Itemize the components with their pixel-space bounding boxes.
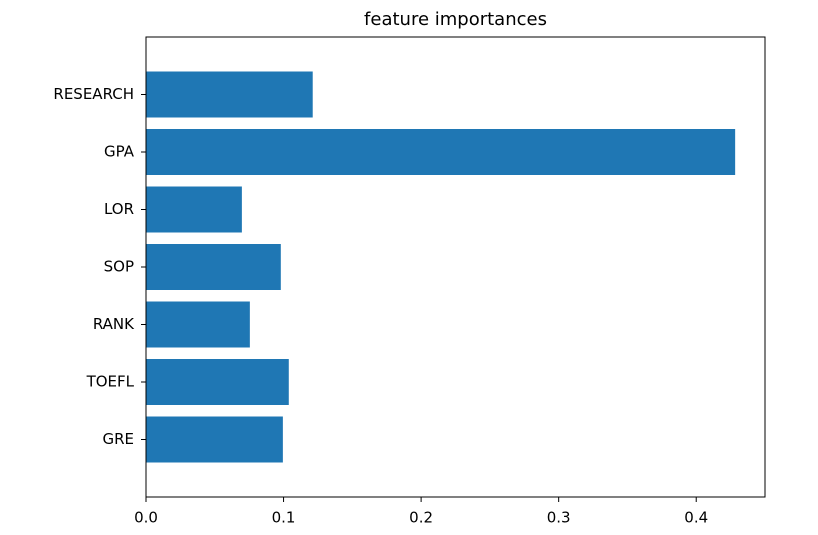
bar	[146, 359, 289, 405]
y-tick-label: RANK	[93, 315, 135, 333]
x-tick-label: 0.1	[272, 509, 296, 527]
bar	[146, 244, 281, 290]
x-tick-label: 0.4	[684, 509, 708, 527]
bar	[146, 186, 242, 233]
y-tick-label: GRE	[102, 430, 134, 448]
plot-frame	[145, 36, 766, 498]
bar	[146, 416, 283, 463]
y-tick-label: GPA	[104, 143, 135, 161]
x-tick-label: 0.3	[547, 509, 571, 527]
y-tick-label: RESEARCH	[53, 85, 134, 103]
x-tick-label: 0.0	[134, 509, 158, 527]
chart-title: feature importances	[364, 9, 547, 30]
y-tick-label: TOEFL	[86, 373, 135, 391]
bar	[146, 71, 313, 118]
bar	[146, 301, 250, 348]
y-tick-label: SOP	[104, 258, 134, 276]
y-tick-label: LOR	[104, 200, 134, 218]
x-tick-label: 0.2	[409, 509, 433, 527]
bar	[146, 129, 736, 175]
